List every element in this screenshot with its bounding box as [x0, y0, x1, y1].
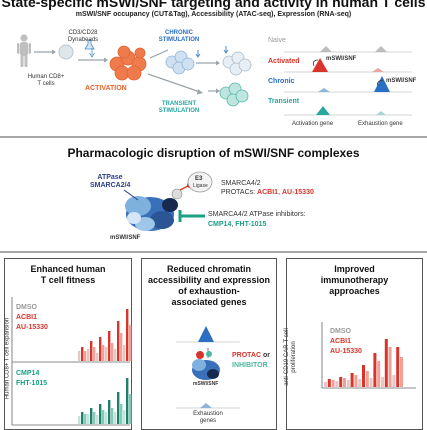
chromatin-title-line3: of exhaustion-: [178, 286, 240, 296]
protacs-line1: SMARCA4/2: [221, 180, 261, 187]
fitness-ylabel: Human CD8+ T cell expansion: [4, 317, 11, 400]
chronic-line1: CHRONIC: [165, 30, 193, 36]
inhibitors-line2: CMP14, FHT-1015: [208, 221, 266, 229]
exhaustion-line2: genes: [199, 418, 217, 424]
chromatin-title-line4: associated genes: [171, 297, 247, 307]
chronic-line2: STIMULATION: [158, 37, 200, 43]
immuno-legend-acbi1: ACBI1: [330, 338, 352, 345]
chronic-exhaustion-peak: [374, 76, 390, 92]
transient-line2: STIMULATION: [158, 108, 200, 114]
immuno-title-line1: Improved: [334, 264, 375, 274]
mswi-snf-complex-label: mSWI/SNF: [110, 235, 141, 241]
activation-label: ACTIVATION: [85, 85, 127, 92]
arrow-to-chronic: [149, 49, 169, 59]
or-word: or: [261, 352, 270, 359]
ligase-text: Ligase: [193, 183, 208, 189]
fitness-title-line2: T cell fitness: [40, 275, 96, 285]
activated-activation-peak: [312, 58, 328, 72]
transient-line1: TRANSIENT: [161, 101, 197, 107]
chronic-cell-cluster-icon: [165, 50, 195, 75]
chromatin-mswi-label: mSWI/SNF: [193, 381, 219, 387]
cd3-label-line1: CD3/CD28: [68, 30, 98, 36]
chromatin-title-line2: accessibility and expression: [147, 275, 271, 285]
inhibitor-word: INHIBITOR: [232, 362, 268, 369]
middle-panel-title: Pharmacologic disruption of mSWI/SNF com…: [67, 146, 360, 160]
immuno-legend-dmso: DMSO: [330, 328, 351, 335]
immuno-legend-au15330: AU-15330: [330, 348, 362, 355]
activation-gene-label: Activation gene: [292, 121, 334, 127]
immuno-title-line3: approaches: [329, 286, 380, 296]
resting-t-cell-icon: [58, 44, 74, 60]
comma-2: ,: [231, 221, 236, 228]
inhibitors-line1: SMARCA4/2 ATPase inhibitors:: [208, 211, 306, 218]
chromatin-title-line1: Reduced chromatin: [166, 264, 251, 274]
atpase-label: ATPase SMARCA2/4: [90, 174, 130, 190]
transient-row-label: Transient: [268, 98, 300, 105]
activated-exhaustion-peak: [372, 68, 384, 72]
car-t-ylabel-line2: proliferation: [291, 341, 297, 373]
atpase-line1: ATPase: [97, 174, 123, 181]
chronic-stimulation-label: CHRONIC STIMULATION: [150, 30, 208, 44]
beaker-icon: [84, 39, 95, 58]
car-t-ylabel-line1: anti-CD19 CAR-T cell: [284, 328, 290, 386]
fitness-title-line1: Enhanced human: [30, 264, 106, 274]
exhaustion-line1: Exhaustion: [193, 411, 223, 417]
legend-au15330: AU-15330: [16, 324, 48, 331]
cd3-label-line2: Dynabeads: [67, 37, 99, 43]
transient-exhaustion-peak: [376, 111, 386, 115]
protac-or-label: PROTAC or: [232, 352, 270, 360]
legend-dmso: DMSO: [16, 304, 37, 311]
immuno-legend: DMSO ACBI1 AU-15330: [330, 328, 362, 356]
immunotherapy-title: Improved immunotherapy approaches: [286, 264, 423, 297]
mswi-snf-label-activated: mSWI/SNF: [326, 56, 357, 62]
e3-text: E3: [195, 176, 203, 182]
human-cd8-line2: T cells: [37, 81, 55, 87]
legend-cmp14: CMP14: [16, 370, 40, 377]
naive-exhaustion-peak: [375, 46, 387, 52]
transient-stimulation-label: TRANSIENT STIMULATION: [150, 101, 208, 115]
acbi1-label: ACBI1: [257, 189, 279, 196]
figure-subtitle: mSWI/SNF occupancy (CUT&Tag), Accessibil…: [75, 11, 352, 18]
protac-word: PROTAC: [232, 352, 262, 359]
fitness-legend-top: DMSO ACBI1 AU-15330: [16, 304, 48, 332]
activated-cell-cluster-icon: [109, 45, 147, 81]
immuno-title-line2: immunotherapy: [320, 275, 389, 285]
comma-1: ,: [278, 189, 282, 196]
legend-fht1015: FHT-1015: [16, 380, 48, 387]
exhaustion-genes-label: Exhaustion genes: [180, 411, 236, 425]
figure-title: State-specific mSWI/SNF targeting and ac…: [1, 0, 426, 10]
naive-row-label: Naive: [268, 37, 286, 44]
chromatin-title: Reduced chromatin accessibility and expr…: [141, 264, 277, 308]
chronic-activation-peak: [318, 88, 330, 92]
human-cd8-line1: Human CD8+: [27, 74, 65, 80]
fitness-title: Enhanced human T cell fitness: [4, 264, 132, 286]
human-cd8-label: Human CD8+ T cells: [24, 74, 68, 88]
naive-activation-peak: [320, 46, 332, 52]
transient-activation-peak: [316, 106, 330, 115]
activated-row-label: Activated: [268, 58, 300, 65]
atpase-line2: SMARCA2/4: [90, 182, 131, 189]
track-baselines: [284, 51, 412, 116]
cmp14-label: CMP14: [208, 221, 232, 228]
exhausted-cell-cluster-icon: [222, 51, 252, 76]
mswi-snf-label-chronic: mSWI/SNF: [386, 78, 417, 84]
cd3-cd28-label: CD3/CD28 Dynabeads: [62, 30, 104, 44]
legend-acbi1: ACBI1: [16, 314, 38, 321]
arrow-to-transient: [147, 73, 201, 93]
transient-cell-cluster-icon: [219, 82, 249, 107]
fitness-legend-bottom: CMP14 FHT-1015: [16, 370, 47, 388]
protacs-line2: PROTACs: ACBI1, AU-15330: [221, 189, 314, 197]
exhaustion-gene-label: Exhaustion gene: [358, 121, 403, 127]
au15330-label: AU-15330: [281, 189, 314, 196]
car-t-ylabel: anti-CD19 CAR-T cell proliferation: [284, 314, 298, 400]
chronic-row-label: Chronic: [268, 78, 295, 85]
human-figure-icon: [17, 34, 31, 67]
protacs-prefix: PROTACs:: [221, 189, 258, 196]
fht1015-label: FHT-1015: [235, 221, 267, 228]
